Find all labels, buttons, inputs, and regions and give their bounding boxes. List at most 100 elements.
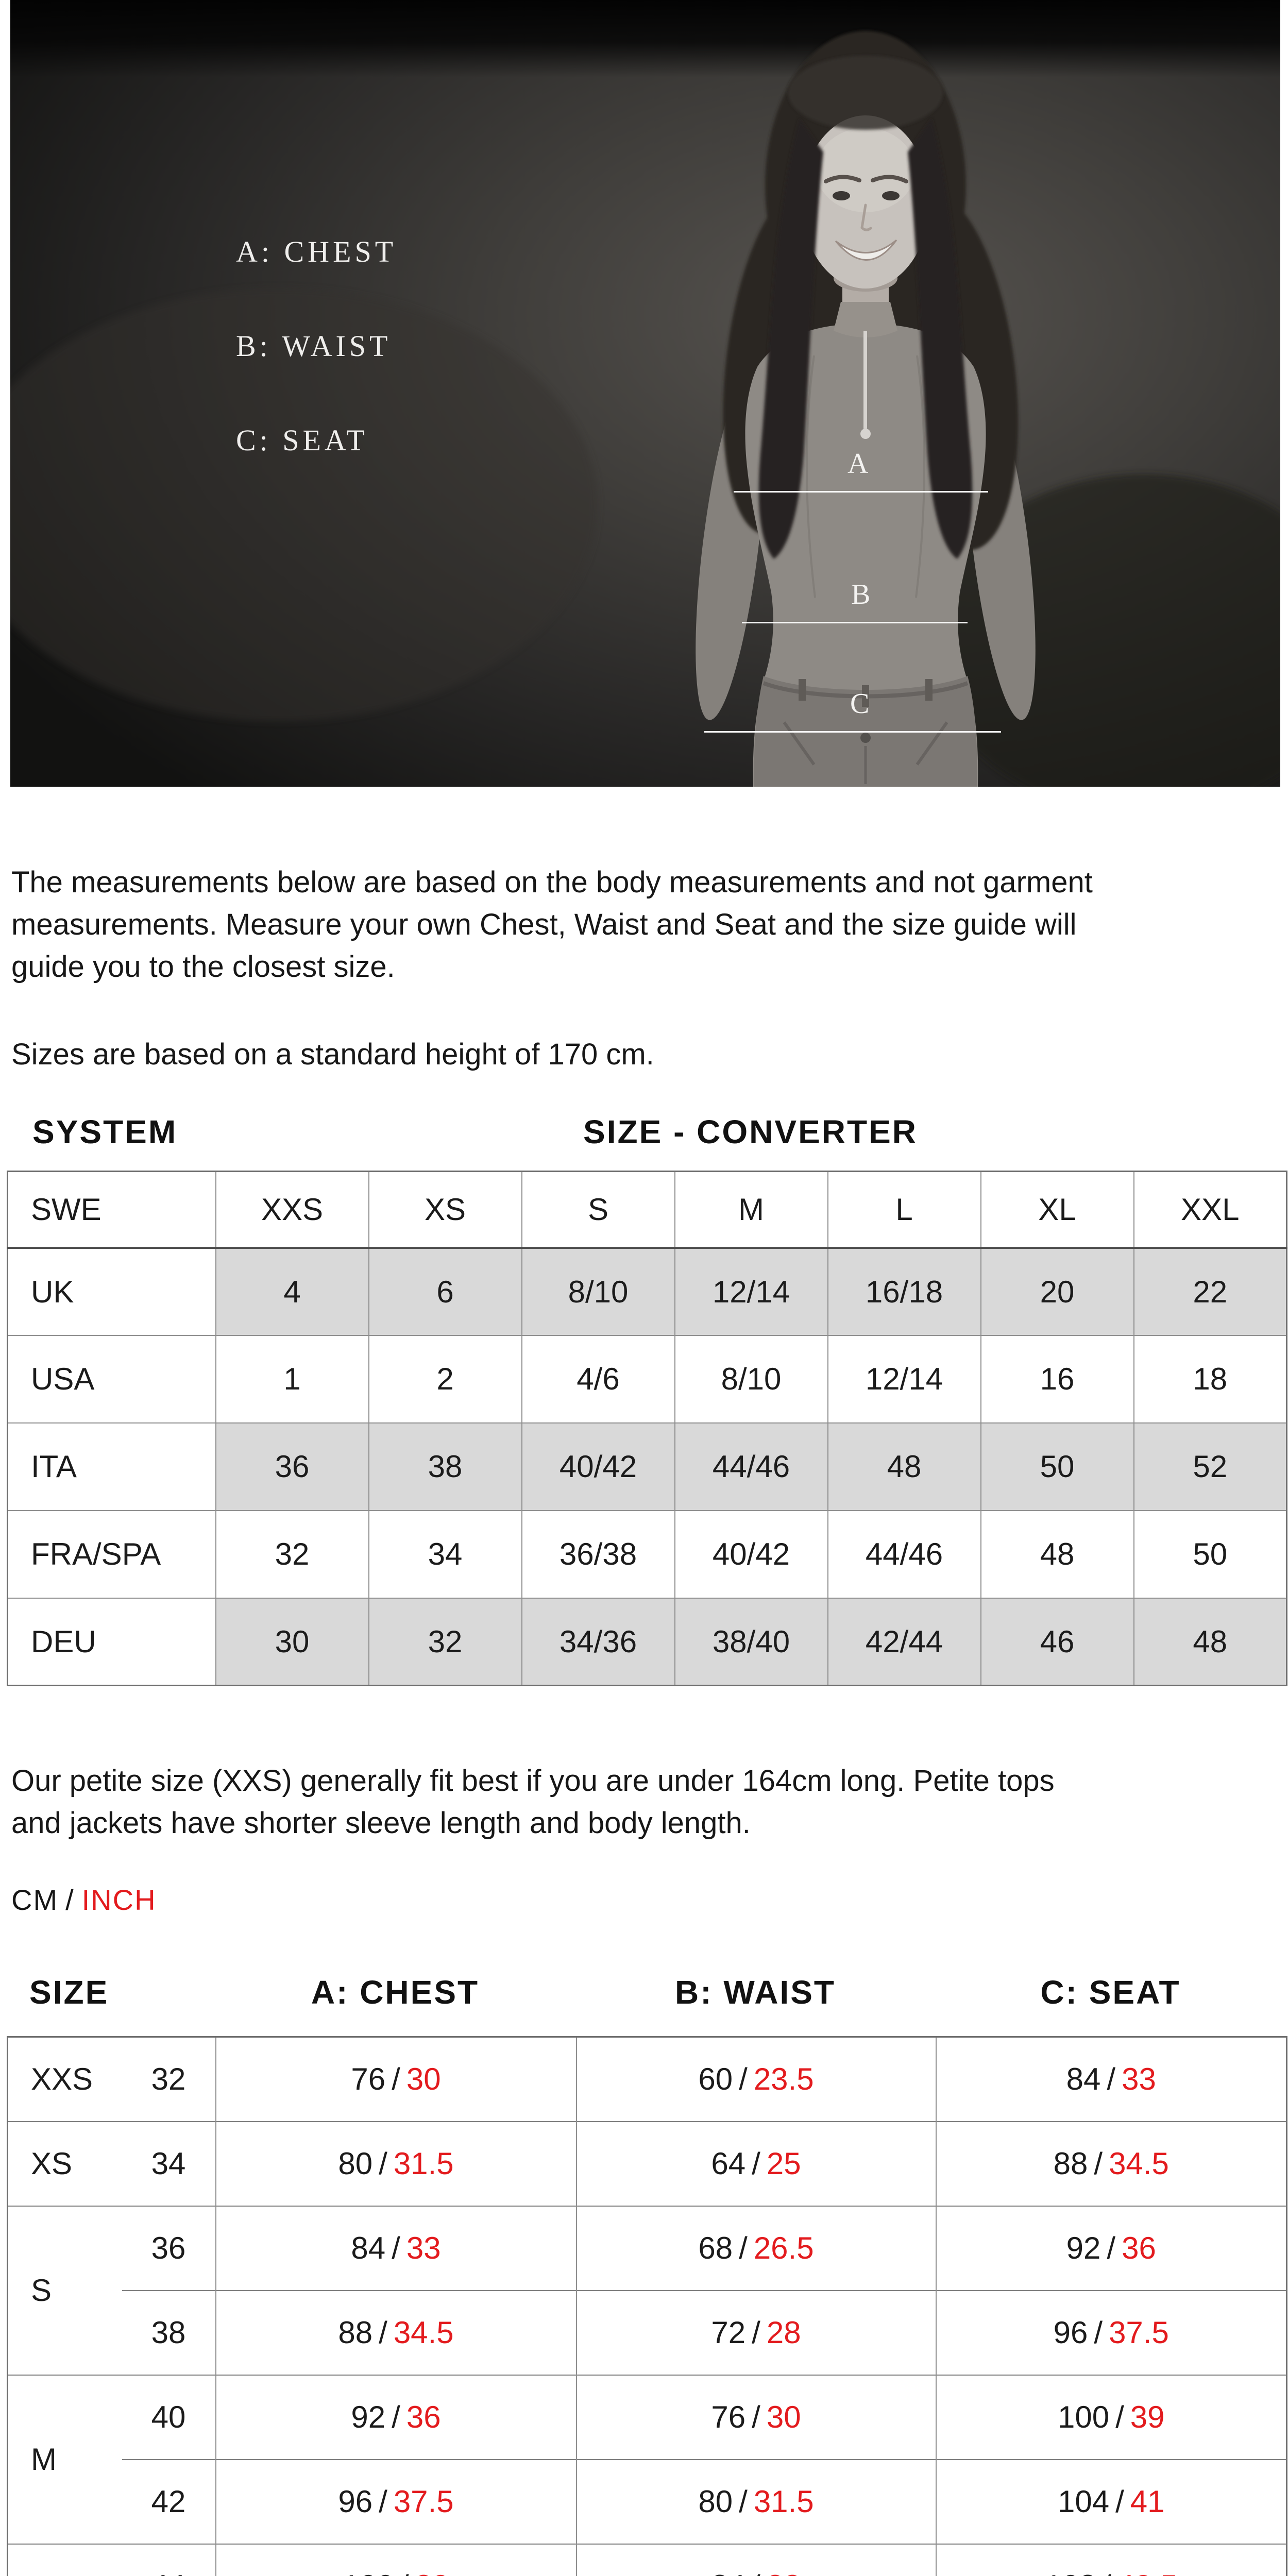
- converter-cell: 50: [1133, 1510, 1287, 1599]
- marker-c: C: [850, 688, 870, 720]
- cm-value: 96: [1053, 2315, 1088, 2350]
- swe-size-cell: 40: [122, 2374, 216, 2460]
- inch-value: 26.5: [753, 2231, 814, 2265]
- converter-row-label: USA: [7, 1334, 216, 1423]
- model-person: [696, 31, 1036, 787]
- value-separator: /: [745, 2569, 767, 2576]
- cm-value: 108: [1045, 2569, 1096, 2576]
- value-separator: /: [752, 2315, 760, 2350]
- inch-value: 34.5: [1109, 2146, 1169, 2181]
- chest-measurement-cell: 96/37.5: [215, 2459, 577, 2544]
- value-separator: /: [752, 2400, 760, 2434]
- converter-cell: 4: [215, 1247, 369, 1336]
- size-group-cell: XS: [7, 2121, 122, 2206]
- value-separator: /: [1107, 2062, 1116, 2097]
- converter-cell: 34/36: [521, 1597, 675, 1686]
- converter-cell: 38: [368, 1422, 522, 1511]
- cm-value: 76: [351, 2062, 386, 2097]
- cm-value: 92: [351, 2400, 386, 2434]
- inch-value: 30: [406, 2062, 441, 2097]
- cm-value: 100: [1057, 2400, 1110, 2434]
- chest-measurement-cell: 76/30: [215, 2036, 577, 2122]
- converter-cell: 52: [1133, 1422, 1287, 1511]
- seat-measurement-cell: 104/41: [935, 2459, 1287, 2544]
- converter-row-label: ITA: [7, 1422, 216, 1511]
- inch-value: 31.5: [393, 2146, 454, 2181]
- hero-photo: A: CHEST B: WAIST C: SEAT A B C: [10, 0, 1280, 787]
- converter-cell: 30: [215, 1597, 369, 1686]
- size-row: XXS 32 76/30 60/23.5 84/33: [7, 2036, 1287, 2122]
- cm-value: 64: [711, 2146, 746, 2181]
- waist-measurement-cell: 68/26.5: [575, 2205, 936, 2291]
- converter-cell: L: [827, 1171, 981, 1249]
- value-separator: /: [379, 2484, 387, 2519]
- chest-measurement-cell: 92/36: [215, 2374, 577, 2460]
- waist-measurement-cell: 80/31.5: [575, 2459, 936, 2544]
- waist-measurement-cell: 72/28: [575, 2290, 936, 2375]
- chest-measurement-cell: 88/34.5: [215, 2290, 577, 2375]
- measure-line-chest: [734, 491, 988, 493]
- swe-size-cell: 36: [122, 2205, 216, 2291]
- seat-measurement-cell: 100/39: [935, 2374, 1287, 2460]
- inch-value: 39: [415, 2569, 450, 2576]
- converter-cell: 46: [980, 1597, 1134, 1686]
- size-row: M 40 92/36 76/30 100/39: [7, 2374, 1287, 2544]
- converter-cell: 50: [980, 1422, 1134, 1511]
- size-group-cell: L: [7, 2543, 122, 2576]
- chest-measurement-cell: 80/31.5: [215, 2121, 577, 2206]
- value-separator: /: [394, 2569, 415, 2576]
- converter-row: DEU 30 32 34/36 38/40 42/44 46 48: [7, 1597, 1287, 1686]
- cm-unit-label[interactable]: CM: [11, 1884, 59, 1916]
- converter-cell: 48: [1133, 1597, 1287, 1686]
- value-separator: /: [739, 2062, 748, 2097]
- seat-measurement-cell: 92/36: [935, 2205, 1287, 2291]
- hero-legend-seat: C: SEAT: [236, 423, 368, 457]
- cm-value: 88: [1053, 2146, 1088, 2181]
- inch-value: 33: [406, 2231, 441, 2265]
- inch-unit-label[interactable]: INCH: [81, 1884, 157, 1916]
- converter-cell: 34: [368, 1510, 522, 1599]
- converter-cell: 1: [215, 1334, 369, 1423]
- converter-cell: 36: [215, 1422, 369, 1511]
- size-row: 42 96/37.5 80/31.5 104/41: [8, 2459, 1287, 2544]
- converter-cell: XXL: [1133, 1171, 1287, 1249]
- inch-value: 33: [767, 2569, 801, 2576]
- value-separator: /: [739, 2484, 748, 2519]
- converter-row-label: UK: [7, 1247, 216, 1336]
- inch-value: 34.5: [393, 2315, 454, 2350]
- inch-value: 42.5: [1117, 2569, 1178, 2576]
- inch-value: 36: [406, 2400, 441, 2434]
- converter-cell: M: [674, 1171, 828, 1249]
- value-separator: /: [392, 2400, 400, 2434]
- inch-value: 41: [1130, 2484, 1165, 2519]
- training-top: [745, 324, 986, 787]
- converter-cell: 32: [368, 1597, 522, 1686]
- cm-value: 68: [698, 2231, 733, 2265]
- converter-cell: 48: [827, 1422, 981, 1511]
- size-row: XS 34 80/31.5 64/25 88/34.5: [7, 2121, 1287, 2206]
- converter-row-label: DEU: [7, 1597, 216, 1686]
- value-separator: /: [1096, 2569, 1117, 2576]
- swe-size-cell: 34: [122, 2121, 216, 2206]
- size-converter-header: SIZE - CONVERTER: [583, 1113, 918, 1150]
- unit-toggle: CM / INCH: [11, 1883, 157, 1917]
- inch-value: 28: [766, 2315, 801, 2350]
- cm-value: 100: [343, 2569, 394, 2576]
- measure-line-seat: [704, 731, 1001, 733]
- system-header: SYSTEM: [32, 1113, 178, 1150]
- cm-value: 84: [1066, 2062, 1101, 2097]
- face: [802, 115, 929, 289]
- waist-measurement-cell: 76/30: [575, 2374, 936, 2460]
- seat-measurement-cell: 88/34.5: [935, 2121, 1287, 2206]
- inch-value: 36: [1122, 2231, 1156, 2265]
- cm-value: 60: [698, 2062, 733, 2097]
- waist-measurement-cell: 64/25: [575, 2121, 936, 2206]
- converter-cell: 32: [215, 1510, 369, 1599]
- hero-legend-waist: B: WAIST: [236, 329, 392, 363]
- seat-measurement-cell: 84/33: [935, 2036, 1287, 2122]
- converter-cell: 40/42: [674, 1510, 828, 1599]
- value-separator: /: [739, 2231, 748, 2265]
- cm-value: 92: [1066, 2231, 1101, 2265]
- waist-column-header: B: WAIST: [675, 1974, 836, 2011]
- converter-cell: 8/10: [521, 1247, 675, 1336]
